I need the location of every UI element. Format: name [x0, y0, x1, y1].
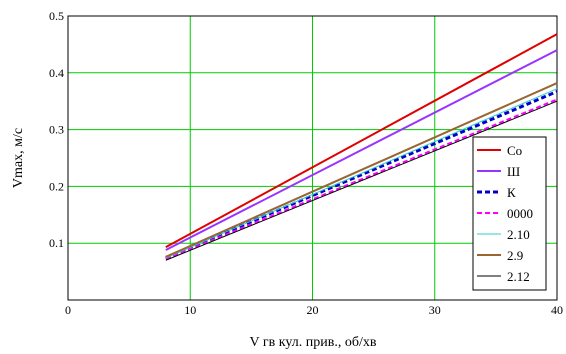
x-tick-label: 30: [429, 303, 441, 317]
y-tick-label: 0.4: [49, 66, 64, 80]
series-line: [165, 82, 558, 258]
y-tick-label: 0.2: [49, 179, 64, 193]
legend-label: К: [507, 185, 516, 200]
y-tick-label: 0.3: [49, 123, 64, 137]
series-line: [165, 90, 558, 260]
legend-label: Co: [507, 143, 522, 158]
x-axis-label: V гв кул. прив., об/хв: [250, 335, 377, 350]
series-line: [165, 33, 558, 249]
x-tick-label: 40: [551, 303, 563, 317]
plot-area-frame: [67, 15, 558, 301]
grid: [68, 16, 557, 300]
legend-label: 0000: [507, 206, 533, 221]
y-tick-labels: 0.1 0.2 0.3 0.4 0.5: [49, 9, 64, 250]
x-tick-label: 0: [65, 303, 71, 317]
legend-label: Ш: [507, 164, 520, 179]
legend-label: 2.12: [507, 269, 530, 284]
series-line: [165, 49, 558, 251]
series-line: [165, 98, 558, 261]
legend-label: 2.10: [507, 227, 530, 242]
x-tick-label: 10: [184, 303, 196, 317]
y-tick-label: 0.1: [49, 236, 64, 250]
x-tick-labels: 0 10 20 30 40: [65, 303, 563, 317]
y-tick-label: 0.5: [49, 9, 64, 23]
series-lines: [165, 33, 558, 261]
legend-label: 2.9: [507, 248, 523, 263]
series-line: [165, 88, 558, 259]
y-axis-label: Vmax, м/с: [11, 128, 26, 188]
legend: Co ШК 0000 2.10 2.9 2.12: [472, 136, 547, 291]
series-line: [165, 100, 558, 261]
x-tick-label: 20: [307, 303, 319, 317]
